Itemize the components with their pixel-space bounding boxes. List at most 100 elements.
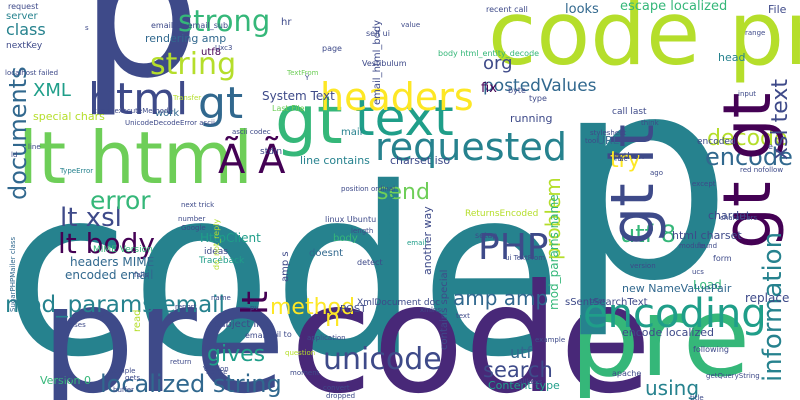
cloud-word: mail to bbox=[264, 330, 292, 339]
cloud-word: File bbox=[768, 3, 787, 16]
cloud-word: title bbox=[690, 394, 704, 400]
cloud-word: convert bbox=[323, 384, 350, 392]
cloud-word: setup bbox=[475, 231, 498, 240]
cloud-word: Version bbox=[203, 365, 229, 373]
cloud-word: xsl text bbox=[768, 78, 793, 160]
cloud-word: search bbox=[483, 358, 553, 382]
cloud-word: client executeMethod bbox=[93, 107, 169, 115]
cloud-word: name bbox=[211, 294, 231, 302]
cloud-word: hr bbox=[281, 17, 292, 28]
cloud-word: encoded email bbox=[65, 268, 154, 282]
cloud-word: email to bbox=[245, 331, 278, 340]
cloud-word: utf8 bbox=[201, 47, 222, 58]
cloud-word: application bbox=[307, 334, 346, 342]
cloud-word: p bbox=[80, 0, 201, 120]
cloud-word: characters bbox=[720, 214, 758, 222]
cloud-word: fails bbox=[134, 271, 149, 279]
cloud-word: return bbox=[170, 358, 192, 366]
cloud-word: next trick bbox=[181, 201, 215, 209]
cloud-word: value bbox=[401, 21, 421, 29]
cloud-word: XML bbox=[33, 80, 71, 101]
cloud-word: except bbox=[692, 180, 716, 188]
cloud-word: PHP bbox=[478, 227, 549, 268]
cloud-word: moment bbox=[290, 369, 320, 377]
cloud-word: think bbox=[641, 119, 659, 127]
cloud-word: range bbox=[745, 29, 766, 37]
cloud-word: string bbox=[150, 47, 237, 82]
cloud-word: detect bbox=[357, 258, 383, 267]
cloud-word: hex bbox=[60, 374, 73, 382]
cloud-word: Version 0 bbox=[40, 374, 91, 387]
cloud-word: mod_params name bbox=[547, 194, 561, 310]
cloud-word: utf 8 bbox=[620, 220, 676, 248]
cloud-word: request bbox=[8, 2, 39, 11]
cloud-word: XmlDocument doc bbox=[357, 298, 441, 308]
cloud-word: following bbox=[693, 345, 729, 354]
cloud-word: lt xsl bbox=[60, 203, 122, 233]
cloud-word: localhost failed bbox=[5, 69, 59, 77]
cloud-word: buffer bbox=[113, 386, 134, 394]
cloud-word: lt html bbox=[18, 116, 254, 200]
cloud-word: length bbox=[351, 227, 374, 235]
cloud-word: Traceback bbox=[199, 256, 245, 266]
cloud-word: report bbox=[175, 303, 197, 311]
cloud-word: number bbox=[178, 215, 206, 223]
cloud-word: documents bbox=[4, 66, 32, 200]
cloud-word: sSentSearchText bbox=[565, 297, 648, 308]
cloud-word: unicode bbox=[323, 342, 442, 377]
cloud-word: ascii codec bbox=[232, 128, 271, 136]
cloud-word: call last bbox=[612, 107, 647, 117]
cloud-word: encode bbox=[705, 143, 793, 171]
cloud-word: MIME Version bbox=[93, 245, 153, 255]
cloud-word: encoded bbox=[697, 137, 736, 147]
cloud-word: using bbox=[645, 376, 700, 400]
cloud-word: postedValues bbox=[483, 76, 597, 96]
cloud-word: sample bbox=[110, 367, 136, 375]
cloud-word: html bbox=[88, 74, 189, 125]
cloud-word: Google bbox=[181, 224, 206, 232]
cloud-word: UnicodeDecodeError ascii bbox=[125, 119, 215, 127]
cloud-word: Content type bbox=[488, 379, 560, 392]
cloud-word: Transfer bbox=[173, 94, 202, 102]
cloud-word: ideas bbox=[204, 247, 228, 257]
cloud-word: strong bbox=[178, 4, 271, 38]
cloud-word: contains special bbox=[439, 269, 450, 350]
cloud-word: line contains bbox=[300, 154, 370, 167]
cloud-word: information bbox=[758, 231, 788, 382]
cloud-word: code bbox=[3, 138, 563, 400]
cloud-word: System Text bbox=[262, 89, 335, 103]
cloud-word: user bbox=[590, 297, 606, 305]
cloud-word: email_to email_sub bbox=[151, 21, 229, 30]
cloud-word: charset iso bbox=[390, 154, 451, 167]
cloud-word: read bbox=[132, 309, 143, 332]
cloud-word: chardet bbox=[708, 209, 751, 222]
cloud-word: fix bbox=[481, 81, 497, 96]
cloud-word: e bbox=[768, 142, 773, 151]
cloud-word: notice bbox=[206, 368, 228, 376]
cloud-word: class bbox=[6, 20, 46, 39]
cloud-word: looks bbox=[565, 2, 599, 17]
cloud-word: gives bbox=[207, 342, 266, 367]
cloud-word: org bbox=[483, 53, 513, 74]
cloud-word: headers MIME bbox=[70, 255, 155, 269]
cloud-word: POST bbox=[340, 304, 367, 315]
cloud-word: utf bbox=[510, 343, 533, 362]
cloud-word: p bbox=[555, 17, 733, 343]
cloud-word: apache bbox=[612, 369, 642, 378]
cloud-word: mod_params email bbox=[5, 292, 225, 318]
cloud-word: pv bbox=[250, 304, 259, 312]
cloud-word: red nofollow bbox=[740, 166, 784, 174]
cloud-word: URL bbox=[597, 134, 619, 147]
cloud-word: new NameValuePair bbox=[622, 282, 732, 295]
cloud-word: email_sub bbox=[386, 192, 397, 243]
cloud-word: lt body bbox=[58, 227, 155, 260]
cloud-word: dropped bbox=[326, 392, 356, 400]
cloud-word: form bbox=[713, 254, 732, 263]
cloud-word: decode bbox=[707, 126, 788, 151]
cloud-word: Now bbox=[89, 312, 105, 320]
cloud-word: gt bbox=[198, 78, 244, 129]
cloud-word: TypeError bbox=[60, 167, 94, 175]
cloud-word: nac bbox=[615, 155, 628, 163]
cloud-word: stylesheet bbox=[590, 129, 627, 137]
cloud-word: module bbox=[679, 242, 706, 250]
